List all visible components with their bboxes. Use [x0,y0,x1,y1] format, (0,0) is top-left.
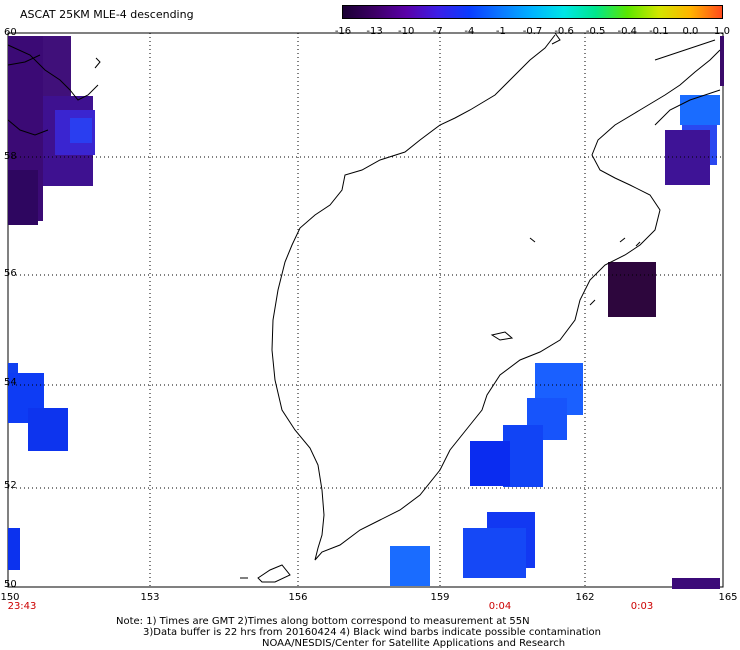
coastline [7,32,721,583]
swath-dark-box [608,262,656,317]
colorbar-tick-label: -0.5 [585,26,606,37]
time-label: 23:43 [7,601,37,612]
colorbar-tick-label: -0.1 [649,26,669,37]
colorbar-tick-label: -16 [334,26,352,37]
colorbar-tick-label: -10 [397,26,415,37]
lat-label: 56 [4,268,17,279]
note-line-2: 3)Data buffer is 22 hrs from 20160424 4)… [143,627,601,638]
swath-nw-dark [8,170,38,225]
colorbar-tick-label: -13 [366,26,383,37]
swath-ne-purple [720,36,724,86]
swath-ne-blue [680,95,720,125]
swath-w-blue [28,408,68,451]
note-line-1: Note: 1) Times are GMT 2)Times along bot… [116,616,530,627]
map-title: ASCAT 25KM MLE-4 descending [20,8,194,21]
colorbar-tick-label: 0.0 [682,26,699,37]
lat-label: 54 [4,377,17,388]
lon-label: 153 [140,592,160,603]
swath-w-blue [8,528,20,570]
time-label: 0:04 [488,601,512,612]
lon-label: 156 [288,592,308,603]
swath-ne-purple [665,130,710,185]
lon-label: 150 [0,592,20,603]
map-frame [7,32,724,588]
lon-label: 165 [718,592,738,603]
colorbar-tick-label: -4 [464,26,475,37]
data-swaths [8,36,724,589]
swath-nw-blue [70,118,92,143]
lat-label: 58 [4,151,17,162]
lat-label: 50 [4,579,17,590]
colorbar-tick-label: -0.4 [617,26,638,37]
lon-label: 162 [575,592,595,603]
note-line-3: NOAA/NESDIS/Center for Satellite Applica… [262,638,566,649]
swath-c-lightblue [390,546,430,586]
colorbar-tick-label: -7 [432,26,443,37]
swath-c-blue [463,528,526,578]
colorbar-tick-label: -1 [495,26,506,37]
lon-label: 159 [430,592,450,603]
swath-se-purple [672,578,720,589]
colorbar-tick-label: -0.7 [522,26,543,37]
lat-label: 60 [4,27,17,38]
swath-c-blue [470,441,510,486]
time-label: 0:03 [630,601,654,612]
lat-label: 52 [4,480,17,491]
colorbar-tick-label: 1.0 [714,26,730,37]
colorbar-tick-label: -0.6 [554,26,574,37]
colorbar [342,5,723,19]
